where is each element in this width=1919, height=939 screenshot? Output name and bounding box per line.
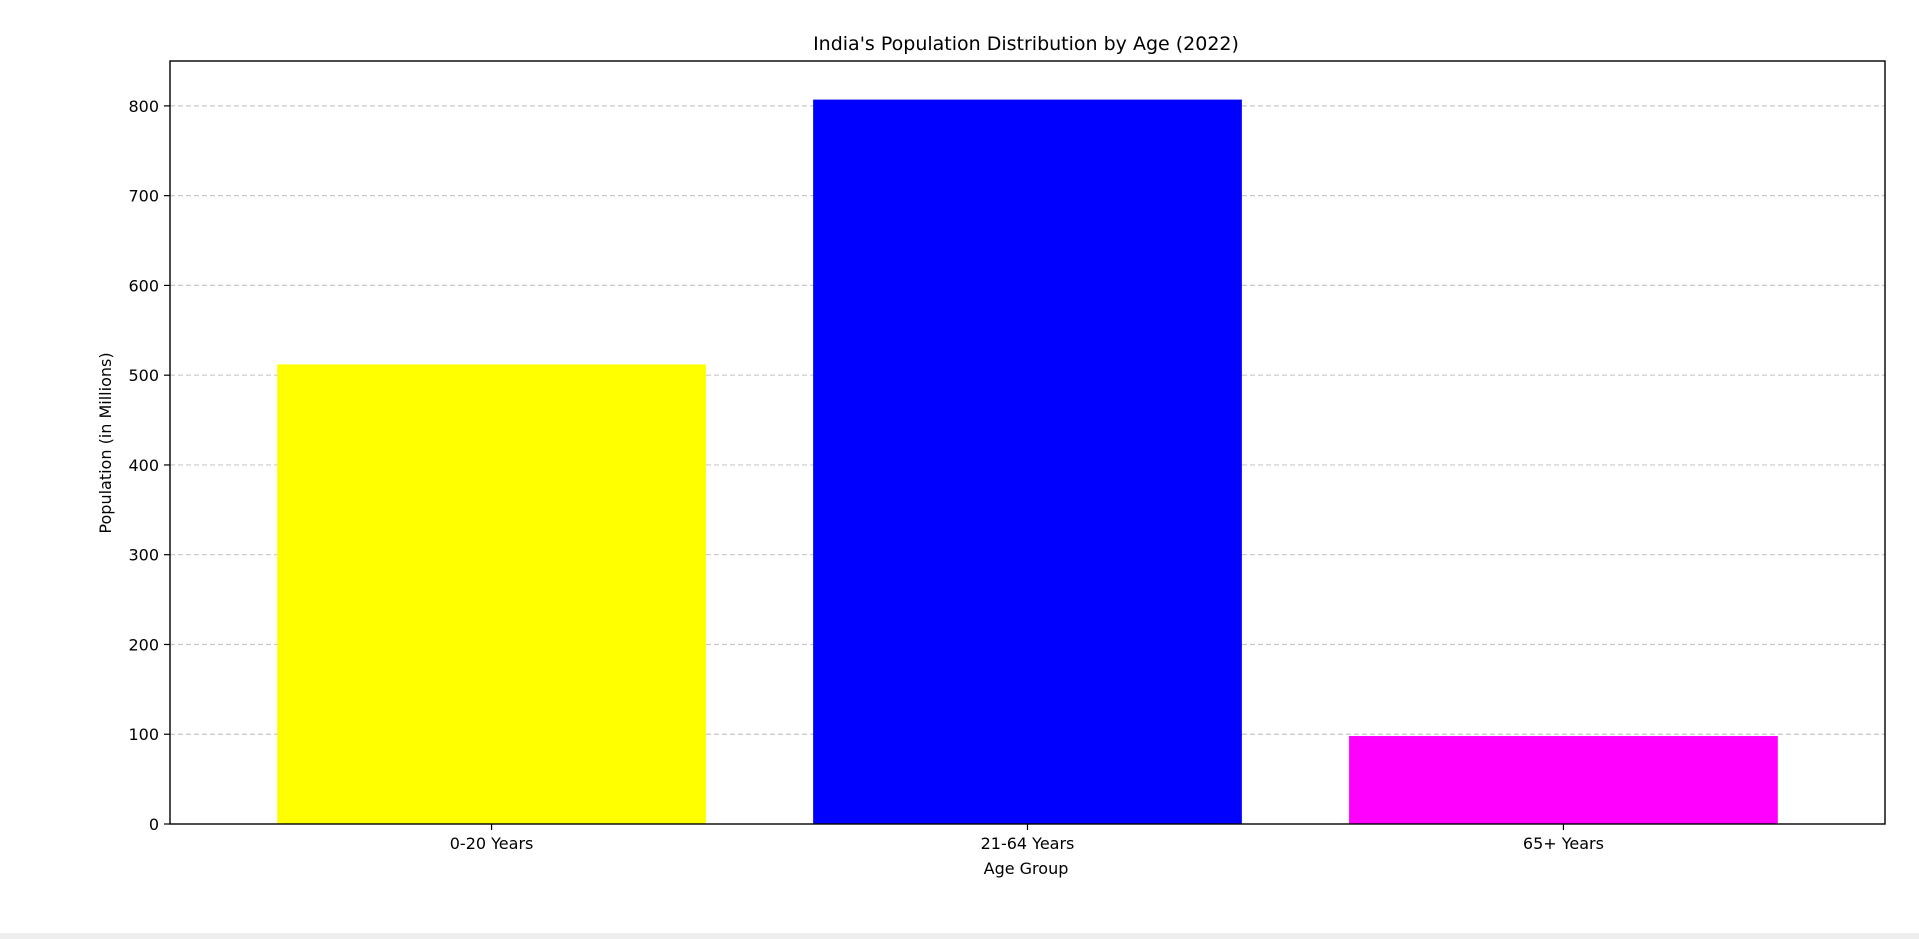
y-tick-label: 800 [128,97,159,116]
x-axis-ticks: 0-20 Years 21-64 Years 65+ Years [450,824,1604,853]
x-tick-label: 0-20 Years [450,834,534,853]
y-tick-label: 0 [149,815,159,834]
y-tick-label: 600 [128,276,159,295]
x-tick-label: 65+ Years [1523,834,1604,853]
y-tick-label: 200 [128,635,159,654]
y-axis-ticks: 0 100 200 300 400 500 600 700 800 [128,97,170,834]
y-axis-label: Population (in Millions) [96,352,115,533]
y-tick-label: 400 [128,456,159,475]
bottom-strip [0,933,1919,939]
x-tick-label: 21-64 Years [981,834,1075,853]
x-axis-label: Age Group [984,859,1069,878]
bar-65-years [1349,736,1778,824]
y-tick-label: 100 [128,725,159,744]
y-tick-label: 700 [128,187,159,206]
bar-0-20-years [277,364,706,824]
chart-title: India's Population Distribution by Age (… [813,33,1239,55]
bars [277,99,1778,825]
y-tick-label: 300 [128,546,159,565]
bar-21-64-years [813,99,1242,825]
y-tick-label: 500 [128,366,159,385]
